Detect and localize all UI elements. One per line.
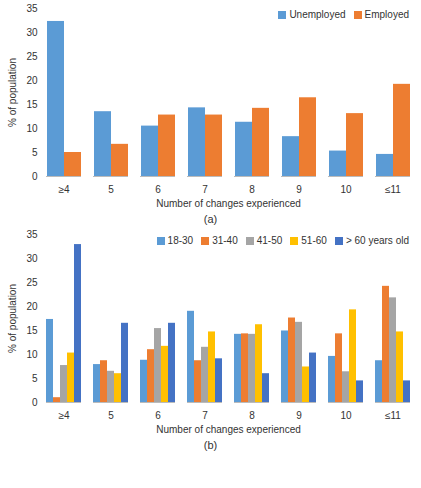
svg-text:10: 10 xyxy=(340,184,352,195)
svg-text:8: 8 xyxy=(249,410,255,421)
svg-text:5: 5 xyxy=(108,410,114,421)
svg-text:9: 9 xyxy=(296,410,302,421)
svg-text:Number of changes experienced: Number of changes experienced xyxy=(156,424,301,435)
svg-text:6: 6 xyxy=(155,184,161,195)
svg-text:5: 5 xyxy=(108,184,114,195)
svg-text:6: 6 xyxy=(155,410,161,421)
svg-text:0: 0 xyxy=(32,397,38,408)
svg-text:25: 25 xyxy=(26,277,38,288)
svg-text:% of population: % of population xyxy=(7,58,18,127)
svg-text:20: 20 xyxy=(26,301,38,312)
svg-text:7: 7 xyxy=(202,184,208,195)
html-text:18-30: 18-30 xyxy=(167,235,194,246)
svg-text:35: 35 xyxy=(26,229,38,240)
svg-text:7: 7 xyxy=(202,410,208,421)
svg-text:20: 20 xyxy=(26,75,38,86)
svg-text:10: 10 xyxy=(26,123,38,134)
svg-text:10: 10 xyxy=(26,349,38,360)
svg-text:15: 15 xyxy=(26,325,38,336)
svg-text:9: 9 xyxy=(296,184,302,195)
svg-text:30: 30 xyxy=(26,253,38,264)
html-text:(a): (a) xyxy=(203,213,218,225)
svg-text:5: 5 xyxy=(32,373,38,384)
svg-text:25: 25 xyxy=(26,51,38,62)
html-text:51-60: 51-60 xyxy=(301,235,327,246)
svg-text:15: 15 xyxy=(26,99,38,110)
svg-text:% of population: % of population xyxy=(7,284,18,353)
svg-text:0: 0 xyxy=(32,171,38,182)
svg-text:≤11: ≤11 xyxy=(385,410,401,421)
svg-text:≥4: ≥4 xyxy=(58,184,69,195)
svg-text:8: 8 xyxy=(249,184,255,195)
html-text:> 60 years old: > 60 years old xyxy=(345,235,409,246)
html-text:Employed: Employed xyxy=(364,9,409,20)
html-text:41-50: 41-50 xyxy=(256,235,283,246)
svg-text:Number of changes experienced: Number of changes experienced xyxy=(156,198,301,209)
html-text:Unemployed: Unemployed xyxy=(289,9,346,20)
svg-text:35: 35 xyxy=(26,3,38,14)
html-text:(b): (b) xyxy=(203,439,218,451)
svg-text:≤11: ≤11 xyxy=(385,184,401,195)
svg-text:30: 30 xyxy=(26,27,38,38)
html-text:31-40: 31-40 xyxy=(212,235,238,246)
svg-text:5: 5 xyxy=(32,147,38,158)
svg-text:10: 10 xyxy=(340,410,352,421)
svg-text:≥4: ≥4 xyxy=(58,410,69,421)
